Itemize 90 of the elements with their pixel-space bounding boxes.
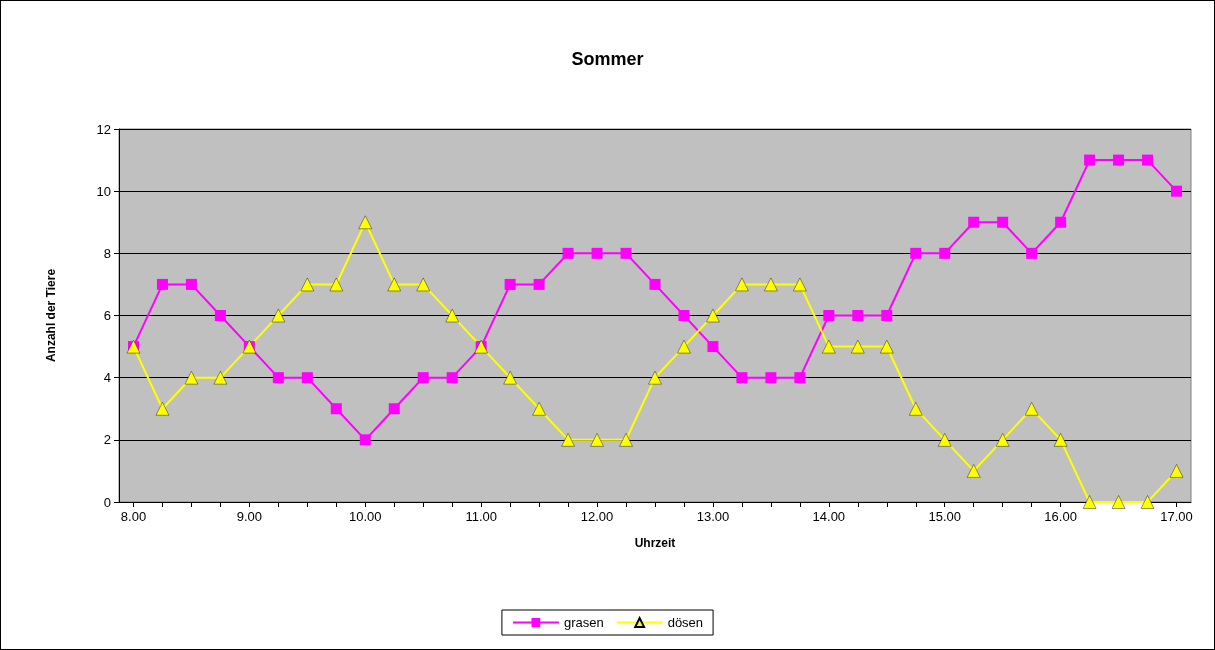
point [1053,433,1068,447]
point [446,372,458,384]
legend-label: dösen [667,615,704,630]
point [1142,154,1154,166]
point [707,341,719,353]
point [823,310,835,321]
x-axis-title: Uhrzeit [634,536,676,550]
y-tick-label: 0 [103,494,111,510]
point [358,215,372,229]
point [271,308,286,323]
point [1113,154,1125,166]
x-tick-label: 17.00 [1160,509,1193,524]
point [968,216,980,228]
point [765,372,777,384]
x-tick-label: 16.00 [1044,509,1077,524]
point [300,277,315,292]
point [880,339,894,354]
y-tick-label: 8 [103,245,111,261]
point [1082,495,1097,509]
point [329,277,343,292]
point [677,339,691,354]
point [185,278,197,290]
y-tick-label: 6 [103,308,111,323]
point [735,277,749,292]
point [272,372,284,384]
point [387,277,401,292]
point [504,278,516,290]
x-tick-label: 15.00 [928,509,961,524]
y-tick-label: 12 [96,121,111,137]
point [620,247,632,259]
point [648,370,662,385]
point [909,402,923,416]
point [619,433,633,447]
x-tick-label: 10.00 [349,509,382,524]
point [995,433,1010,447]
point [591,247,603,259]
point [1111,495,1126,509]
point [938,433,952,447]
point [939,247,951,259]
point [1055,216,1067,228]
point [330,403,342,415]
y-tick-label: 4 [103,370,111,386]
point [1169,464,1184,478]
x-tick-label: 14.00 [812,509,846,524]
x-tick-label: 8.00 [120,509,147,524]
point [1140,495,1155,509]
y-tick-label: 10 [96,183,111,199]
x-tick-label: 11.00 [465,509,497,524]
point [155,402,170,416]
point [1024,402,1039,416]
point [678,310,690,321]
point [590,433,604,447]
point [997,216,1009,228]
point [793,277,807,292]
x-tick-label: 13.00 [696,509,730,524]
point [533,278,545,290]
point [736,372,748,384]
chart-title: Sommer [571,49,644,69]
point [851,339,865,354]
point [388,403,400,415]
legend-label: grasen [563,615,604,630]
point [213,370,228,385]
point [794,372,806,384]
y-axis-title: Anzahl der Tiere [44,268,58,363]
point [881,310,893,321]
point [764,277,778,292]
point [503,370,517,385]
point [822,339,836,354]
point [562,247,574,259]
point [301,372,313,384]
point [561,433,575,447]
point [445,308,459,323]
point [1026,247,1038,259]
point [184,370,199,385]
x-tick-label: 9.00 [236,509,263,524]
point [852,310,864,321]
point [214,310,226,321]
point [156,278,168,290]
point [967,464,981,478]
x-tick-label: 12.00 [580,509,614,524]
point [359,434,371,446]
point [649,278,661,290]
y-tick-label: 2 [103,432,111,448]
point [417,372,429,384]
point [706,308,720,323]
point [416,277,430,292]
point [1084,154,1096,166]
point [910,247,922,259]
point [532,402,546,416]
point [1171,185,1183,197]
